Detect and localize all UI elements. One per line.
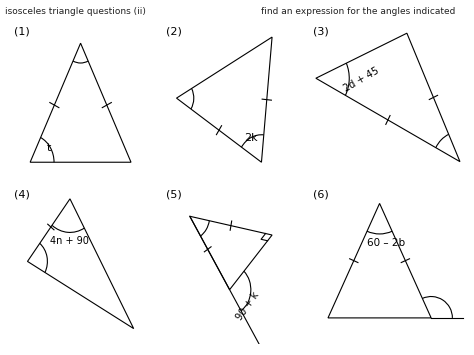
- Text: 2d + 45: 2d + 45: [342, 66, 381, 94]
- Text: (1): (1): [14, 26, 30, 36]
- Text: (4): (4): [14, 190, 30, 200]
- Text: (6): (6): [313, 190, 328, 200]
- Text: 2k: 2k: [244, 133, 258, 143]
- Text: find an expression for the angles indicated: find an expression for the angles indica…: [261, 7, 455, 16]
- Text: 90 + k: 90 + k: [235, 290, 261, 322]
- Text: (5): (5): [166, 190, 182, 200]
- Text: (2): (2): [166, 26, 182, 36]
- Text: t: t: [46, 143, 51, 153]
- Text: (3): (3): [313, 27, 328, 37]
- Text: isosceles triangle questions (ii): isosceles triangle questions (ii): [5, 7, 146, 16]
- Text: 4n + 90: 4n + 90: [50, 236, 89, 246]
- Text: 60 – 2b: 60 – 2b: [366, 238, 405, 248]
